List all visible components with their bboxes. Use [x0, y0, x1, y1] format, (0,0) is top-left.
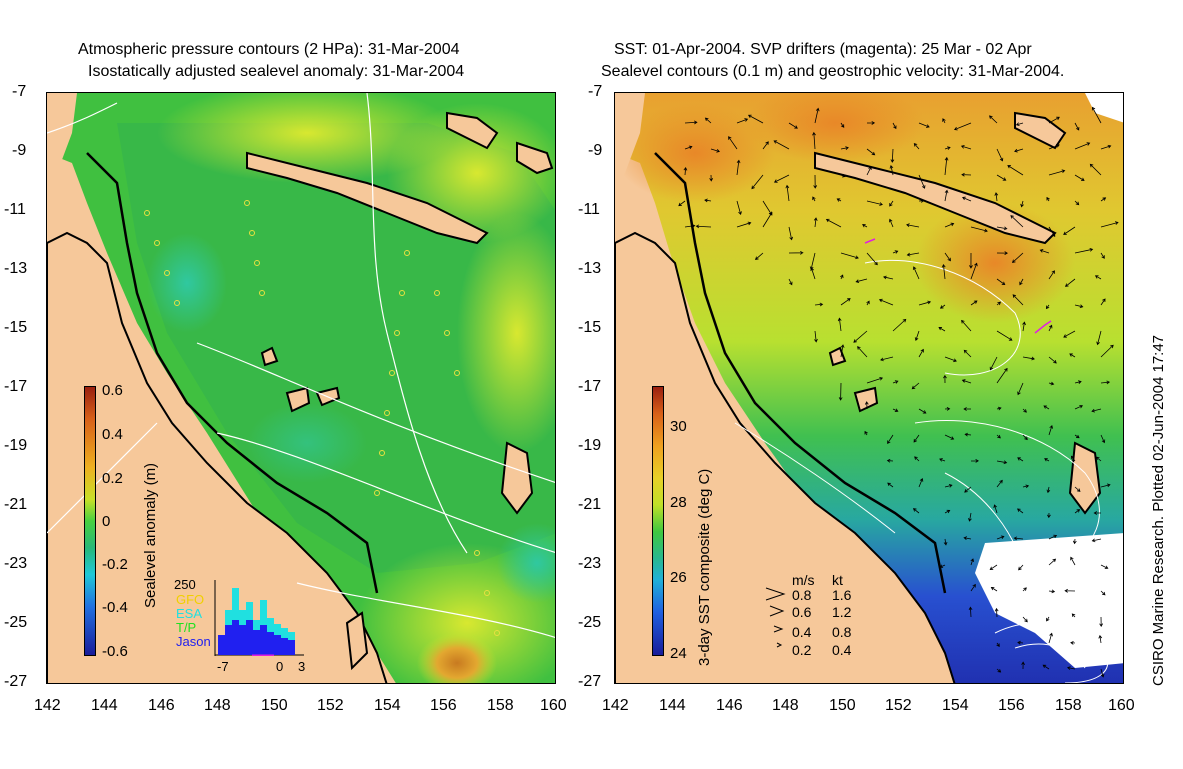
- histogram-xtick: -7: [217, 659, 229, 674]
- x-tick-right: 152: [885, 697, 912, 714]
- y-tick-right: -13: [578, 260, 602, 277]
- y-tick-right: -17: [578, 378, 602, 395]
- x-tick-right: 156: [998, 697, 1025, 714]
- y-tick-left: -19: [4, 437, 28, 454]
- sealevel-cb-tick: 0.6: [102, 382, 123, 399]
- velocity-arrows: [678, 106, 1119, 678]
- right-title-line2: Sealevel contours (0.1 m) and geostrophi…: [601, 63, 1065, 80]
- sst-colorbar: [652, 386, 664, 656]
- y-tick-left: -27: [4, 673, 28, 690]
- sst-map: [614, 92, 1124, 684]
- sat-gfo: GFO: [176, 592, 205, 607]
- velocity-legend-kt: 0.4: [832, 642, 852, 658]
- velocity-legend-kt: 0.8: [832, 624, 852, 640]
- histogram-xtick: 3: [298, 659, 306, 674]
- sealevel-cb-tick: 0.4: [102, 426, 123, 443]
- y-tick-left: -25: [4, 614, 28, 631]
- sst-cb-tick: 24: [670, 645, 687, 662]
- left-title-line1: Atmospheric pressure contours (2 HPa): 3…: [78, 41, 460, 58]
- x-tick-right: 148: [772, 697, 799, 714]
- x-tick-right: 154: [942, 697, 969, 714]
- sealevel-colorbar-label: Sealevel anomaly (m): [142, 462, 159, 608]
- histogram-ymax: 250: [174, 577, 196, 592]
- histogram-xtick: 0: [276, 659, 284, 674]
- credit-text: CSIRO Marine Research. Plotted 02-Jun-20…: [1150, 334, 1167, 686]
- y-tick-right: -25: [578, 614, 602, 631]
- right-title-line1: SST: 01-Apr-2004. SVP drifters (magenta)…: [614, 41, 1032, 58]
- y-tick-right: -27: [578, 673, 602, 690]
- x-tick-left: 158: [487, 697, 514, 714]
- velocity-legend-arrows: [765, 587, 786, 648]
- sst-map-svg: [615, 93, 1123, 683]
- velocity-legend-ms: 0.6: [792, 604, 812, 620]
- velocity-legend-ms: 0.2: [792, 642, 812, 658]
- y-tick-left: -17: [4, 378, 28, 395]
- sat-tp: T/P: [176, 620, 197, 635]
- sealevel-cb-tick: -0.6: [102, 643, 128, 660]
- sst-cb-tick: 26: [670, 569, 687, 586]
- velocity-legend-ms: 0.4: [792, 624, 812, 640]
- x-tick-left: 152: [317, 697, 344, 714]
- y-tick-left: -11: [4, 201, 26, 218]
- altimeter-histogram: [214, 580, 304, 658]
- y-tick-left: -15: [4, 319, 28, 336]
- sst-cb-tick: 30: [670, 418, 687, 435]
- y-tick-right: -9: [588, 142, 603, 159]
- sealevel-cb-tick: -0.2: [102, 556, 128, 573]
- x-tick-left: 142: [34, 697, 61, 714]
- x-tick-left: 148: [204, 697, 231, 714]
- y-tick-right: -7: [588, 83, 603, 100]
- x-tick-left: 156: [430, 697, 457, 714]
- sealevel-anomaly-map: [46, 92, 556, 684]
- y-tick-right: -11: [578, 201, 600, 218]
- y-tick-right: -19: [578, 437, 602, 454]
- sst-cb-tick: 28: [670, 494, 687, 511]
- velocity-legend-header-ms: m/s: [792, 572, 815, 588]
- x-tick-left: 160: [540, 697, 567, 714]
- velocity-legend-header-kt: kt: [832, 572, 843, 588]
- y-tick-right: -15: [578, 319, 602, 336]
- sealevel-colorbar: [84, 386, 96, 656]
- sat-jason: Jason: [176, 634, 211, 649]
- y-tick-right: -21: [578, 496, 602, 513]
- sealevel-cb-tick: 0: [102, 513, 111, 530]
- sealevel-map-svg: [47, 93, 555, 683]
- x-tick-left: 144: [91, 697, 118, 714]
- velocity-legend-ms: 0.8: [792, 587, 812, 603]
- y-tick-left: -13: [4, 260, 28, 277]
- x-tick-right: 144: [659, 697, 686, 714]
- x-tick-left: 154: [374, 697, 401, 714]
- x-tick-right: 160: [1108, 697, 1135, 714]
- y-tick-right: -23: [578, 555, 602, 572]
- sealevel-cb-tick: 0.2: [102, 470, 123, 487]
- velocity-legend-kt: 1.2: [832, 604, 852, 620]
- y-tick-left: -23: [4, 555, 28, 572]
- velocity-legend-kt: 1.6: [832, 587, 852, 603]
- x-tick-right: 142: [602, 697, 629, 714]
- y-tick-left: -7: [12, 83, 27, 100]
- x-tick-left: 150: [261, 697, 288, 714]
- sealevel-cb-tick: -0.4: [102, 599, 128, 616]
- y-tick-left: -9: [12, 142, 27, 159]
- histogram-svg: [214, 580, 304, 658]
- x-tick-right: 150: [829, 697, 856, 714]
- y-tick-left: -21: [4, 496, 28, 513]
- x-tick-left: 146: [148, 697, 175, 714]
- sat-esa: ESA: [176, 606, 203, 621]
- sst-colorbar-label: 3-day SST composite (deg C): [696, 468, 713, 666]
- left-title-line2: Isostatically adjusted sealevel anomaly:…: [88, 63, 465, 80]
- x-tick-right: 146: [716, 697, 743, 714]
- x-tick-right: 158: [1055, 697, 1082, 714]
